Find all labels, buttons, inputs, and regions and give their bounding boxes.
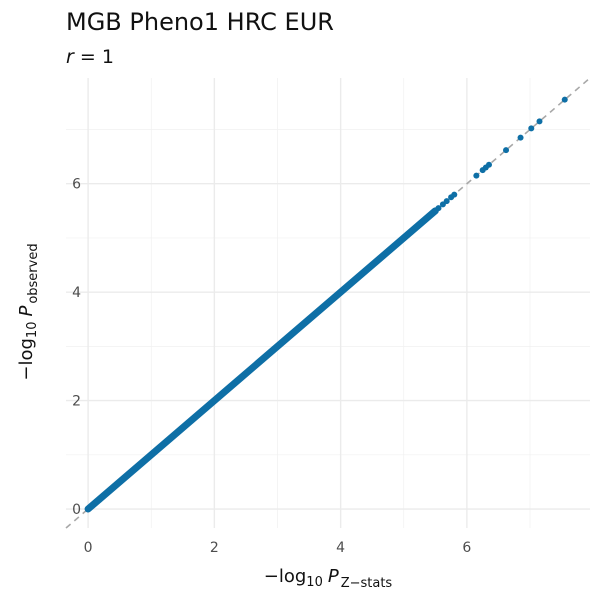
y-tick-label: 4 (72, 285, 81, 301)
y-tick-label: 6 (72, 177, 81, 193)
x-tick-label: 4 (336, 540, 345, 556)
data-point (451, 191, 458, 198)
y-tick-labels: 0 2 4 6 (72, 177, 81, 518)
data-point (242, 370, 250, 377)
data-point (528, 125, 535, 132)
data-point (258, 356, 265, 364)
x-tick-labels: 0 2 4 6 (84, 540, 472, 556)
data-points (84, 96, 568, 513)
y-tick-label: 0 (72, 502, 81, 518)
data-point (290, 329, 297, 337)
x-tick-label: 0 (84, 540, 93, 556)
data-point (305, 316, 313, 323)
x-tick-label: 2 (210, 540, 219, 556)
data-point (561, 96, 568, 103)
data-point (195, 410, 202, 418)
x-axis-label: −log10 P Z−stats (264, 566, 393, 591)
grid-lines (66, 78, 590, 528)
data-point (132, 465, 139, 472)
data-point (353, 275, 360, 282)
data-point (163, 438, 171, 445)
data-point (536, 118, 543, 125)
data-point (274, 343, 281, 350)
x-tick-label: 6 (462, 540, 471, 556)
data-point (435, 205, 442, 212)
y-tick-label: 2 (72, 394, 81, 410)
data-point (503, 147, 510, 154)
data-point (100, 492, 108, 499)
data-point (416, 221, 423, 228)
y-axis-label: −log10Pobserved (16, 243, 41, 380)
subtitle-value: = 1 (79, 46, 114, 68)
data-point (321, 302, 329, 309)
data-point (400, 234, 407, 242)
data-point (443, 198, 450, 205)
data-point (116, 478, 123, 486)
data-point (368, 261, 376, 269)
data-point (148, 451, 155, 459)
data-point (517, 134, 524, 141)
data-point (473, 172, 480, 179)
data-point (485, 161, 492, 168)
chart-subtitle: r = 1 (66, 46, 114, 68)
chart-title: MGB Pheno1 HRC EUR (66, 8, 334, 36)
data-point (84, 505, 92, 513)
data-point (226, 383, 234, 391)
data-point (337, 288, 344, 296)
data-point (211, 397, 218, 404)
subtitle-variable: r (66, 46, 74, 68)
data-point (384, 248, 392, 255)
data-point (179, 424, 186, 431)
